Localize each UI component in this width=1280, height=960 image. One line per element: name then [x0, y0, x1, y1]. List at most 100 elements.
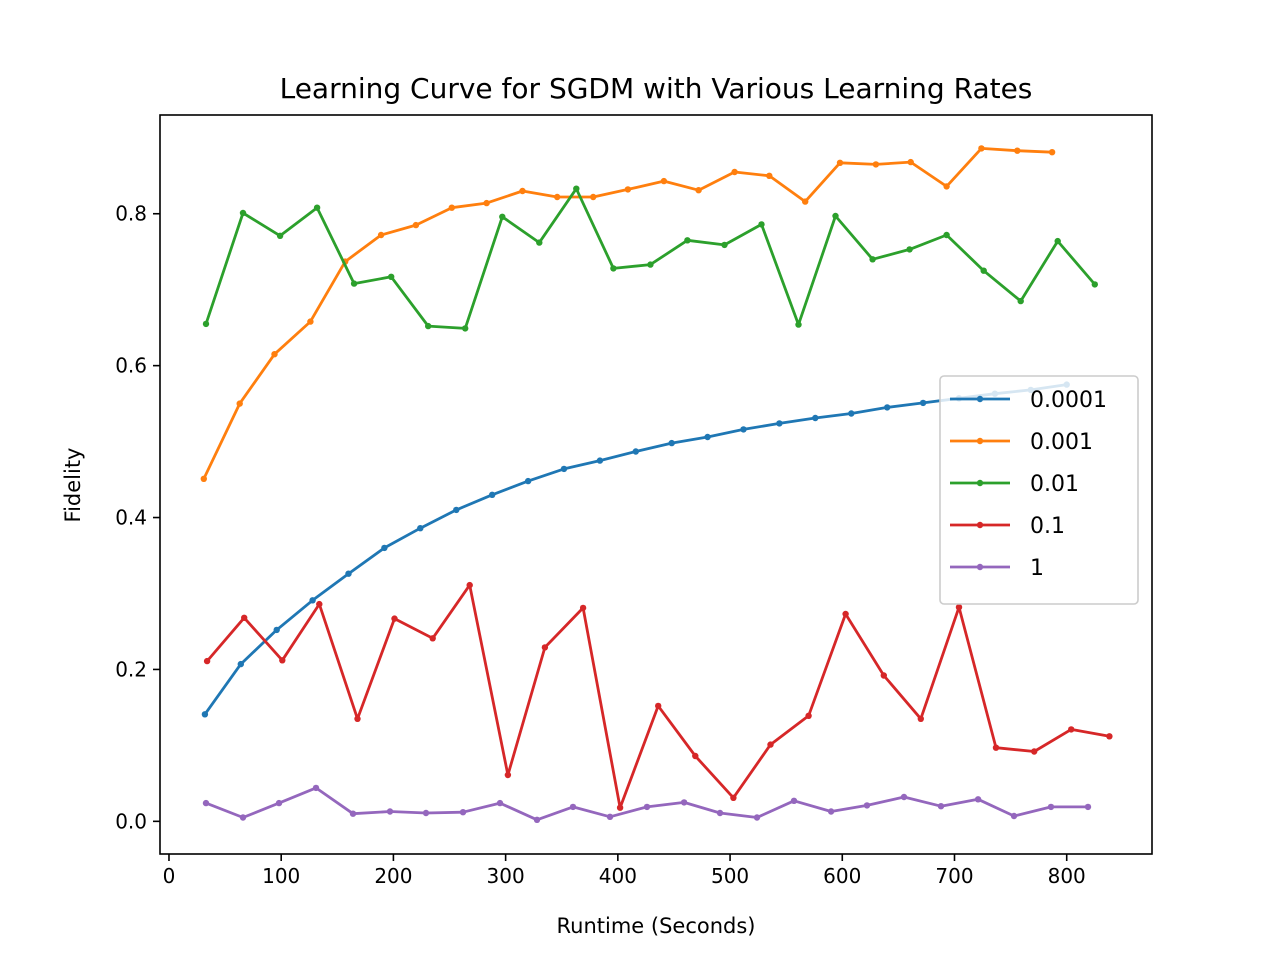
legend-box — [939, 375, 1139, 605]
legend-marker — [976, 437, 984, 445]
y-tick-label: 0.0 — [115, 809, 147, 833]
legend-label: 0.0001 — [1030, 388, 1107, 413]
data-point — [766, 172, 773, 179]
data-point — [842, 610, 849, 618]
data-point — [917, 715, 924, 722]
data-point — [569, 803, 577, 811]
data-point — [1047, 803, 1055, 811]
data-point — [907, 158, 914, 166]
data-point — [462, 325, 469, 332]
data-point — [919, 399, 927, 407]
series-1 — [200, 145, 1056, 482]
data-point — [767, 741, 774, 748]
data-point — [1084, 803, 1092, 811]
data-point — [573, 185, 580, 192]
data-point — [943, 231, 950, 239]
legend-marker — [976, 521, 984, 529]
data-point — [590, 193, 597, 201]
data-point — [271, 351, 278, 358]
data-point — [716, 809, 724, 817]
data-point — [560, 465, 568, 473]
data-point — [239, 814, 247, 821]
data-point — [422, 809, 430, 817]
data-point — [388, 273, 395, 280]
x-tick-label: 800 — [1048, 864, 1086, 888]
data-point — [704, 433, 711, 441]
data-point — [795, 321, 802, 328]
data-point — [429, 635, 436, 642]
data-point — [1017, 297, 1024, 305]
data-point — [524, 477, 532, 485]
data-point — [276, 232, 284, 239]
data-point — [1031, 748, 1038, 755]
data-point — [202, 320, 210, 328]
data-point — [453, 506, 460, 514]
data-point — [237, 660, 244, 668]
data-point — [884, 404, 891, 411]
x-tick-label: 100 — [262, 864, 300, 888]
data-point — [832, 212, 839, 220]
data-point — [848, 410, 855, 417]
data-point — [906, 246, 913, 253]
y-tick-label: 0.2 — [115, 657, 147, 681]
data-point — [802, 198, 809, 205]
data-point — [241, 614, 248, 621]
x-tick-label: 600 — [823, 864, 861, 888]
data-point — [695, 187, 702, 194]
data-point — [827, 808, 835, 815]
data-point — [1106, 733, 1113, 740]
data-point — [391, 615, 398, 622]
legend-marker — [976, 479, 984, 487]
data-point — [758, 221, 765, 228]
data-point — [805, 712, 812, 719]
series-4 — [202, 784, 1092, 823]
legend-marker — [976, 563, 984, 571]
data-point — [554, 193, 561, 201]
data-point — [417, 525, 424, 532]
data-point — [381, 544, 388, 552]
plot-area — [200, 145, 1113, 823]
data-point — [200, 475, 207, 482]
legend-item: 1 — [950, 556, 1044, 581]
data-point — [202, 799, 210, 807]
x-tick-label: 300 — [487, 864, 525, 888]
series-3 — [203, 581, 1113, 811]
data-point — [872, 161, 880, 168]
data-point — [660, 177, 668, 185]
data-point — [519, 187, 526, 195]
data-point — [579, 604, 587, 612]
data-point — [1068, 726, 1075, 733]
data-point — [1048, 149, 1056, 156]
data-point — [239, 209, 247, 217]
data-point — [812, 414, 819, 422]
data-point — [680, 799, 688, 806]
data-point — [489, 491, 496, 498]
data-point — [1091, 281, 1099, 288]
data-point — [541, 644, 549, 651]
data-point — [955, 604, 963, 611]
data-point — [643, 803, 651, 811]
data-point — [425, 322, 432, 330]
x-axis-label: Runtime (Seconds) — [557, 914, 756, 938]
data-point — [655, 702, 662, 710]
data-point — [776, 420, 783, 427]
data-point — [201, 711, 209, 718]
data-point — [606, 813, 614, 820]
data-point — [596, 457, 604, 464]
data-point — [668, 439, 675, 447]
y-tick-label: 0.8 — [115, 202, 147, 226]
data-point — [533, 816, 541, 823]
x-tick-label: 400 — [599, 864, 637, 888]
data-point — [731, 168, 738, 176]
data-point — [345, 570, 352, 577]
legend-item: 0.0001 — [950, 388, 1107, 413]
data-point — [937, 803, 945, 810]
x-tick-label: 0 — [163, 864, 176, 888]
data-point — [448, 204, 455, 211]
data-point — [350, 280, 358, 287]
data-point — [992, 744, 1000, 751]
legend: 0.0001 0.001 0.01 0.1 1 — [939, 375, 1139, 605]
data-point — [316, 600, 323, 608]
data-point — [869, 256, 876, 263]
data-point — [836, 159, 844, 166]
